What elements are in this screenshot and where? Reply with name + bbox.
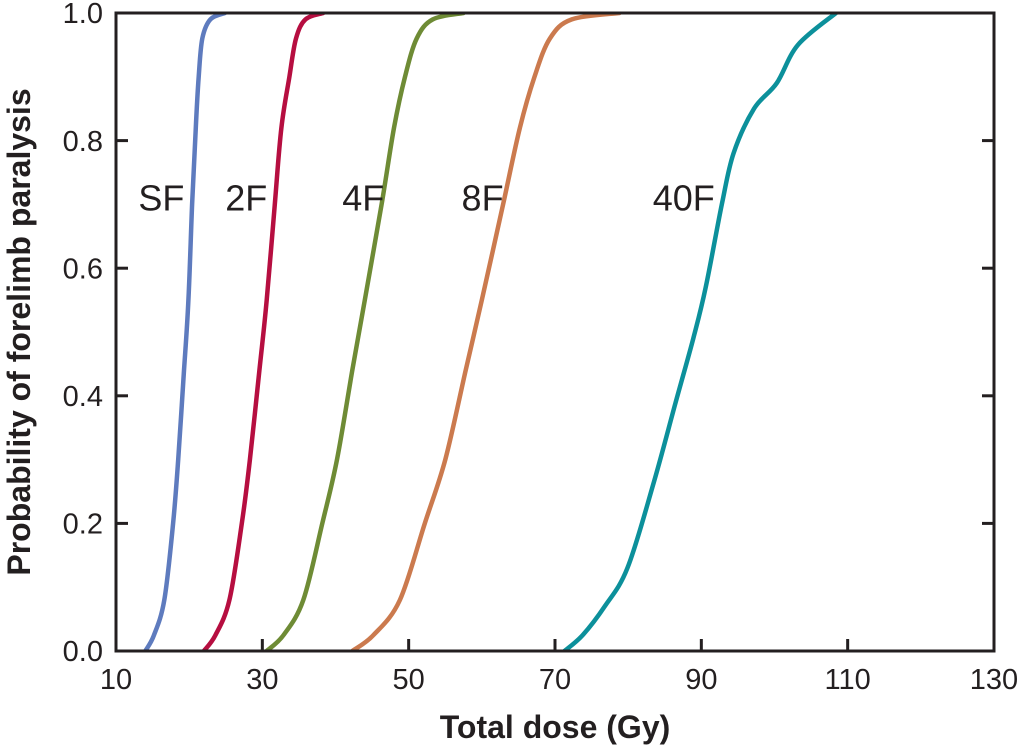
plot-frame [114,11,996,653]
x-tick-label-90: 90 [685,664,717,696]
curve-label-2f: 2F [225,178,267,219]
tick-labels: 10 30 50 70 90 110 130 0.0 0.2 0.4 0.6 0.8 1.0 [63,0,1019,696]
curve-8f [350,13,622,651]
series-curves [143,13,839,651]
curve-40f [562,13,839,651]
y-tick-label-0.4: 0.4 [63,381,103,413]
curve-4f [264,13,466,651]
curve-label-8f: 8F [462,178,504,219]
y-tick-label-1.0: 1.0 [63,0,103,30]
y-tick-label-0.8: 0.8 [63,126,103,158]
x-tick-label-130: 130 [970,664,1018,696]
x-tick-label-110: 110 [825,664,871,696]
curve-label-40f: 40F [653,178,715,219]
y-tick-label-0.6: 0.6 [63,253,103,285]
curve-label-4f: 4F [342,178,384,219]
curve-labels: SF 2F 4F 8F 40F [138,178,714,219]
x-tick-label-70: 70 [539,664,571,696]
y-axis-title: Probability of forelimb paralysis [1,88,37,575]
curve-label-sf: SF [138,178,184,219]
curve-sf [143,13,228,651]
y-tick-label-0.0: 0.0 [63,636,103,668]
curve-2f [201,13,326,651]
y-tick-label-0.2: 0.2 [63,509,103,541]
x-tick-label-30: 30 [246,664,278,696]
x-tick-label-50: 50 [393,664,425,696]
x-tick-label-10: 10 [100,664,132,696]
axes [114,11,996,653]
x-axis-title: Total dose (Gy) [440,709,671,745]
